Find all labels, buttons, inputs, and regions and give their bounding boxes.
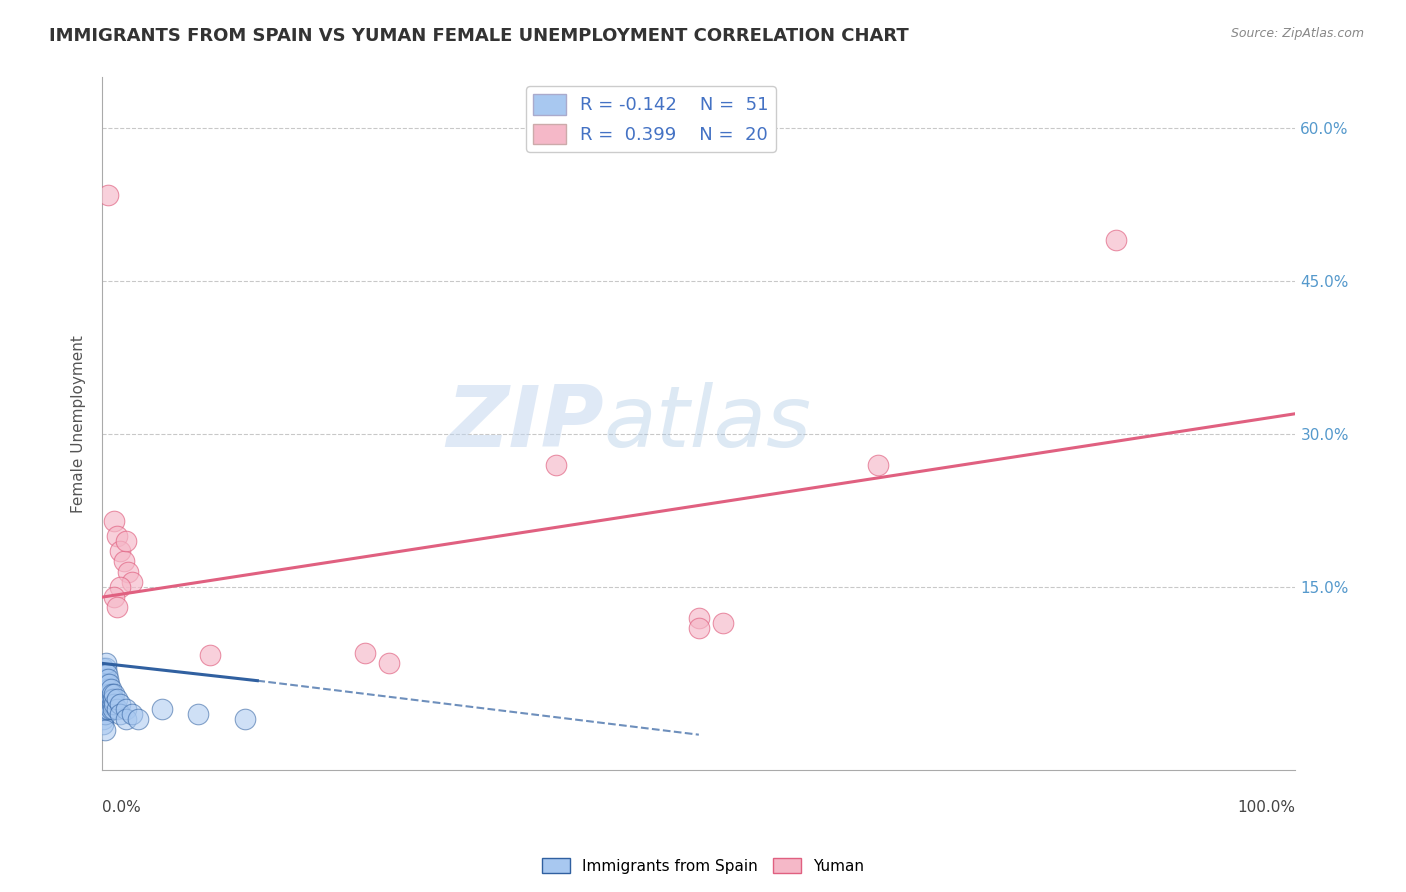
Point (98, 697, 121, 711)
Point (97, 672, 120, 686)
Point (235, 713, 257, 727)
Point (97, 187, 120, 202)
Point (93, 692, 115, 706)
Point (711, 615, 734, 630)
Point (97, 681, 120, 696)
Point (108, 707, 131, 722)
Point (93, 687, 115, 701)
Point (94, 661, 117, 675)
Point (150, 702, 173, 716)
Point (105, 702, 128, 716)
Point (121, 707, 143, 722)
Text: 100.0%: 100.0% (1237, 800, 1295, 815)
Point (101, 702, 124, 716)
Point (100, 681, 122, 696)
Point (866, 458, 889, 472)
Point (103, 697, 125, 711)
Point (93, 702, 115, 716)
Point (115, 713, 138, 727)
Point (1105, 234, 1128, 248)
Point (100, 687, 122, 701)
Point (94, 702, 117, 716)
Point (96, 677, 118, 691)
Point (96, 697, 118, 711)
Point (94, 692, 117, 706)
Point (103, 687, 125, 701)
Point (93, 697, 115, 711)
Point (96, 687, 118, 701)
Legend: Immigrants from Spain, Yuman: Immigrants from Spain, Yuman (536, 852, 870, 880)
Point (688, 621, 710, 635)
Text: 0.0%: 0.0% (103, 800, 141, 815)
Point (101, 692, 124, 706)
Point (93, 707, 115, 722)
Point (377, 657, 399, 671)
Point (96, 666, 118, 681)
Point (93, 723, 115, 737)
Point (100, 702, 122, 716)
Point (127, 713, 149, 727)
Text: IMMIGRANTS FROM SPAIN VS YUMAN FEMALE UNEMPLOYMENT CORRELATION CHART: IMMIGRANTS FROM SPAIN VS YUMAN FEMALE UN… (49, 27, 908, 45)
Point (94, 657, 117, 671)
Point (100, 697, 122, 711)
Point (97, 692, 120, 706)
Point (93, 661, 115, 675)
Point (105, 600, 128, 615)
Point (100, 692, 122, 706)
Point (103, 590, 125, 604)
Point (103, 514, 125, 528)
Point (98, 687, 121, 701)
Point (688, 610, 710, 624)
Point (353, 646, 375, 660)
Point (93, 672, 115, 686)
Point (93, 717, 115, 731)
Legend: R = -0.142    N =  51, R =  0.399    N =  20: R = -0.142 N = 51, R = 0.399 N = 20 (526, 87, 776, 152)
Point (115, 702, 138, 716)
Point (105, 692, 128, 706)
Point (93, 681, 115, 696)
Point (108, 580, 131, 594)
Point (93, 713, 115, 727)
Point (198, 648, 221, 663)
Point (94, 681, 117, 696)
Point (97, 702, 120, 716)
Text: atlas: atlas (603, 383, 811, 466)
Point (112, 554, 135, 568)
Point (93, 677, 115, 691)
Point (98, 677, 121, 691)
Point (121, 574, 143, 589)
Y-axis label: Female Unemployment: Female Unemployment (72, 335, 86, 513)
Text: ZIP: ZIP (446, 383, 603, 466)
Point (105, 529, 128, 543)
Point (108, 697, 131, 711)
Point (117, 565, 139, 579)
Point (544, 458, 567, 472)
Point (108, 544, 131, 558)
Point (115, 534, 138, 549)
Point (93, 666, 115, 681)
Text: Source: ZipAtlas.com: Source: ZipAtlas.com (1230, 27, 1364, 40)
Point (187, 707, 209, 722)
Point (94, 672, 117, 686)
Point (93, 672, 115, 686)
